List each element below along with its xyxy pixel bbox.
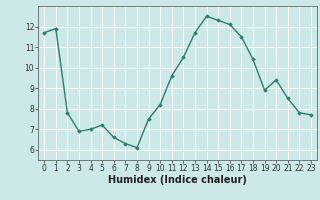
- X-axis label: Humidex (Indice chaleur): Humidex (Indice chaleur): [108, 175, 247, 185]
